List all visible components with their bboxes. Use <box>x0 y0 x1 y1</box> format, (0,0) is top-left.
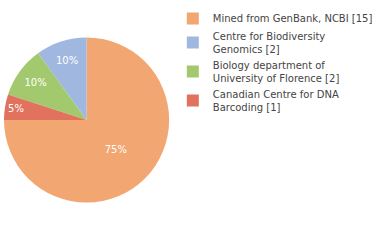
svg-text:Canadian Centre for DNABarcodi: Canadian Centre for DNABarcoding [1] <box>213 89 339 113</box>
svg-text:Biology department ofUniversit: Biology department ofUniversity of Flore… <box>213 60 340 84</box>
svg-text:5%: 5% <box>8 103 24 114</box>
svg-text:Mined from GenBank, NCBI [15]: Mined from GenBank, NCBI [15] <box>213 13 373 24</box>
svg-text:10%: 10% <box>24 77 46 88</box>
svg-text:10%: 10% <box>56 55 78 66</box>
svg-text:75%: 75% <box>105 144 127 155</box>
svg-text:Centre for BiodiversityGenomic: Centre for BiodiversityGenomics [2] <box>213 31 326 55</box>
